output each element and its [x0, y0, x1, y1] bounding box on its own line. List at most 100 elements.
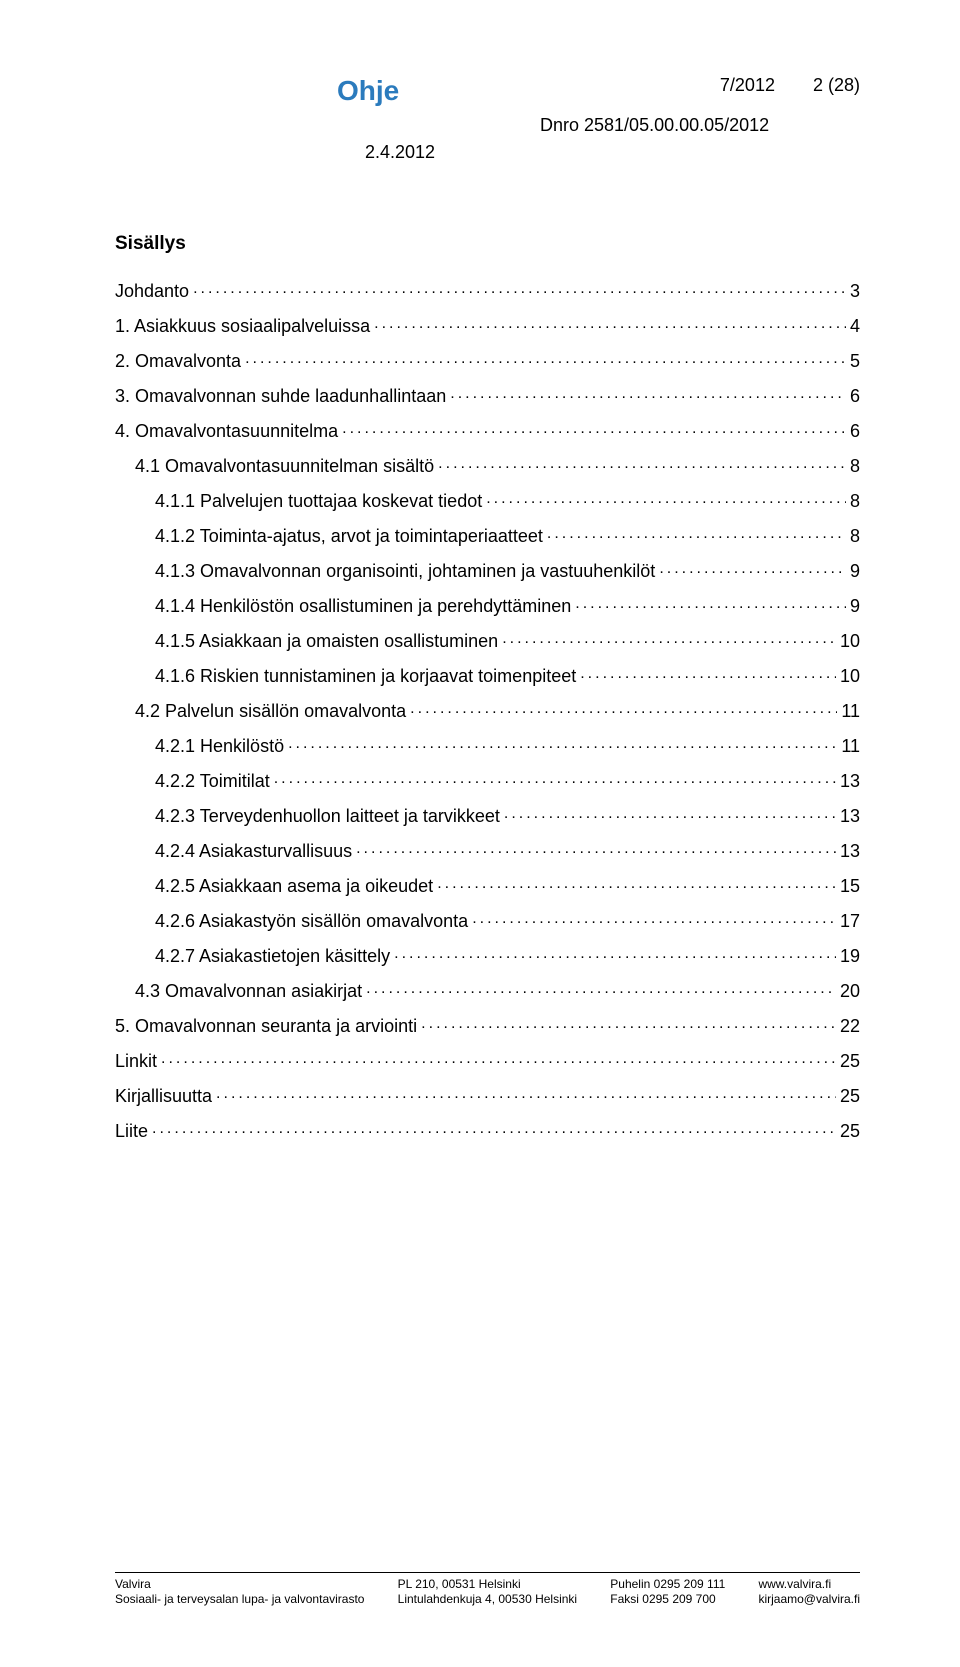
toc-row: 5. Omavalvonnan seuranta ja arviointi 22 [115, 1014, 860, 1035]
toc-leader-dots [502, 629, 836, 647]
toc-leader-dots [486, 489, 846, 507]
toc-row: 4.1.3 Omavalvonnan organisointi, johtami… [115, 559, 860, 580]
toc-entry-label: 4.2.2 Toimitilat [155, 772, 270, 790]
toc-title: Sisällys [115, 233, 860, 255]
toc-row: Johdanto 3 [115, 279, 860, 300]
toc-leader-dots [356, 839, 836, 857]
toc-entry-page: 10 [840, 667, 860, 685]
toc-row: 4.2.2 Toimitilat 13 [115, 769, 860, 790]
footer-col-phone: Puhelin 0295 209 111 Faksi 0295 209 700 [610, 1577, 725, 1607]
toc-row: 3. Omavalvonnan suhde laadunhallintaan6 [115, 384, 860, 405]
toc-entry-page: 13 [840, 807, 860, 825]
toc-entry-page: 9 [850, 597, 860, 615]
toc-entry-page: 5 [850, 352, 860, 370]
footer-col-address: PL 210, 00531 Helsinki Lintulahdenkuja 4… [398, 1577, 577, 1607]
toc-row: 4.1.4 Henkilöstön osallistuminen ja pere… [115, 594, 860, 615]
toc-entry-label: 4.2.3 Terveydenhuollon laitteet ja tarvi… [155, 807, 500, 825]
footer-fax: Faksi 0295 209 700 [610, 1592, 725, 1607]
toc-entry-label: Johdanto [115, 282, 189, 300]
toc-row: 2. Omavalvonta 5 [115, 349, 860, 370]
toc-entry-page: 19 [840, 947, 860, 965]
page-counter: 2 (28) [813, 75, 860, 107]
dnro-line: Dnro 2581/05.00.00.05/2012 [540, 115, 860, 136]
toc-leader-dots [245, 349, 846, 367]
toc-leader-dots [342, 419, 846, 437]
toc-row: 4.2.6 Asiakastyön sisällön omavalvonta 17 [115, 909, 860, 930]
toc-row: 4.1.2 Toiminta-ajatus, arvot ja toiminta… [115, 524, 860, 545]
toc-leader-dots [504, 804, 836, 822]
toc-row: 4.3 Omavalvonnan asiakirjat 20 [115, 979, 860, 1000]
toc-leader-dots [193, 279, 846, 297]
toc-row: Kirjallisuutta 25 [115, 1084, 860, 1105]
toc-entry-page: 20 [840, 982, 860, 1000]
toc-entry-label: Linkit [115, 1052, 157, 1070]
toc-entry-page: 8 [850, 527, 860, 545]
toc-entry-page: 25 [840, 1052, 860, 1070]
footer-pobox: PL 210, 00531 Helsinki [398, 1577, 577, 1592]
toc-leader-dots [580, 664, 836, 682]
toc-entry-label: 4.1.6 Riskien tunnistaminen ja korjaavat… [155, 667, 576, 685]
header-meta: 7/2012 2 (28) [720, 75, 860, 107]
toc-leader-dots [438, 454, 846, 472]
toc-entry-page: 17 [840, 912, 860, 930]
toc-row: 4.2.1 Henkilöstö11 [115, 734, 860, 755]
toc-leader-dots [410, 699, 837, 717]
toc-row: 4.2.4 Asiakasturvallisuus13 [115, 839, 860, 860]
toc-entry-page: 11 [841, 702, 860, 720]
toc-leader-dots [152, 1119, 836, 1137]
toc-entry-label: 4.2.6 Asiakastyön sisällön omavalvonta [155, 912, 468, 930]
toc-entry-label: 5. Omavalvonnan seuranta ja arviointi [115, 1017, 417, 1035]
footer-org-name: Valvira [115, 1577, 364, 1592]
footer-email: kirjaamo@valvira.fi [758, 1592, 860, 1607]
footer-url: www.valvira.fi [758, 1577, 860, 1592]
footer-col-org: Valvira Sosiaali- ja terveysalan lupa- j… [115, 1577, 364, 1607]
issue-number: 7/2012 [720, 75, 775, 107]
toc-entry-page: 6 [850, 387, 860, 405]
page-header: Ohje 7/2012 2 (28) [115, 75, 860, 107]
toc-entry-label: 4.1.4 Henkilöstön osallistuminen ja pere… [155, 597, 571, 615]
toc-entry-label: 4.2.1 Henkilöstö [155, 737, 284, 755]
doc-type-title: Ohje [337, 75, 399, 107]
toc-row: 4.2.7 Asiakastietojen käsittely19 [115, 944, 860, 965]
toc-entry-label: 2. Omavalvonta [115, 352, 241, 370]
toc-entry-label: 4. Omavalvontasuunnitelma [115, 422, 338, 440]
toc-row: 4.2.5 Asiakkaan asema ja oikeudet15 [115, 874, 860, 895]
toc-row: 4.1.5 Asiakkaan ja omaisten osallistumin… [115, 629, 860, 650]
toc-row: 4.1.6 Riskien tunnistaminen ja korjaavat… [115, 664, 860, 685]
date-line: 2.4.2012 [365, 142, 860, 163]
toc-leader-dots [216, 1084, 836, 1102]
toc-entry-page: 3 [850, 282, 860, 300]
toc-row: 1. Asiakkuus sosiaalipalveluissa4 [115, 314, 860, 335]
toc-entry-page: 13 [840, 772, 860, 790]
toc-entry-page: 13 [840, 842, 860, 860]
toc-row: 4.1 Omavalvontasuunnitelman sisältö 8 [115, 454, 860, 475]
toc-entry-page: 25 [840, 1087, 860, 1105]
toc-entry-label: 4.2 Palvelun sisällön omavalvonta [135, 702, 406, 720]
footer-col-web: www.valvira.fi kirjaamo@valvira.fi [758, 1577, 860, 1607]
toc-leader-dots [547, 524, 846, 542]
toc-entry-label: 1. Asiakkuus sosiaalipalveluissa [115, 317, 370, 335]
toc-entry-label: 4.3 Omavalvonnan asiakirjat [135, 982, 362, 1000]
toc-list: Johdanto 3 1. Asiakkuus sosiaalipalveluiss… [115, 279, 860, 1140]
toc-leader-dots [161, 1049, 836, 1067]
toc-row: 4.2 Palvelun sisällön omavalvonta 11 [115, 699, 860, 720]
toc-leader-dots [421, 1014, 836, 1032]
toc-entry-label: 4.1 Omavalvontasuunnitelman sisältö [135, 457, 434, 475]
page-footer: Valvira Sosiaali- ja terveysalan lupa- j… [115, 1572, 860, 1607]
footer-phone: Puhelin 0295 209 111 [610, 1577, 725, 1592]
toc-entry-page: 22 [840, 1017, 860, 1035]
toc-entry-label: 4.1.2 Toiminta-ajatus, arvot ja toiminta… [155, 527, 543, 545]
toc-leader-dots [659, 559, 846, 577]
toc-row: 4.2.3 Terveydenhuollon laitteet ja tarvi… [115, 804, 860, 825]
toc-entry-page: 6 [850, 422, 860, 440]
toc-row: Liite25 [115, 1119, 860, 1140]
toc-leader-dots [394, 944, 836, 962]
toc-leader-dots [472, 909, 836, 927]
toc-leader-dots [450, 384, 846, 402]
toc-entry-page: 8 [850, 492, 860, 510]
toc-entry-label: 4.1.5 Asiakkaan ja omaisten osallistumin… [155, 632, 498, 650]
footer-org-desc: Sosiaali- ja terveysalan lupa- ja valvon… [115, 1592, 364, 1607]
toc-leader-dots [374, 314, 846, 332]
toc-entry-page: 8 [850, 457, 860, 475]
toc-entry-label: Kirjallisuutta [115, 1087, 212, 1105]
